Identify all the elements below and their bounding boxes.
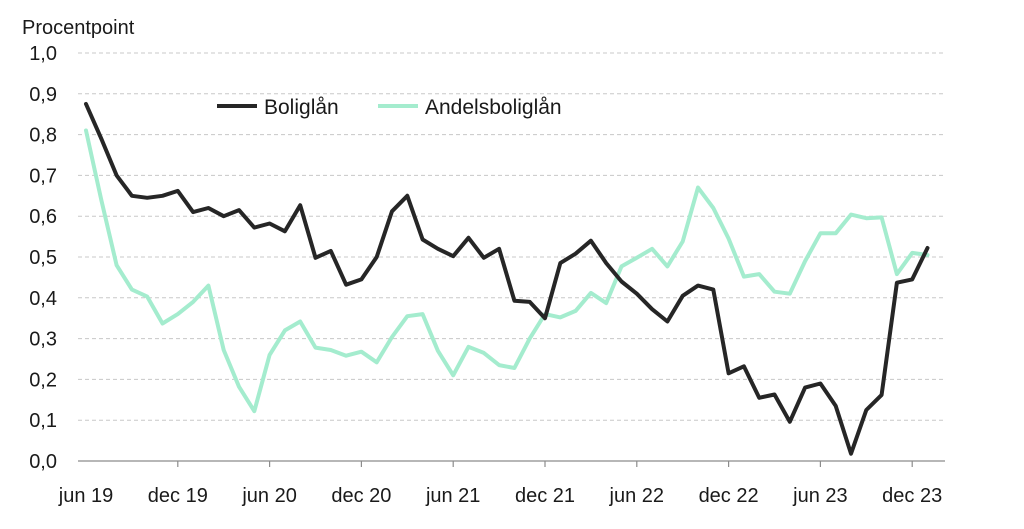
- x-tick-label: jun 19: [58, 485, 114, 507]
- x-tick-label: jun 20: [241, 485, 297, 507]
- y-tick-label: 0,9: [29, 84, 57, 106]
- y-tick-label: 0,0: [29, 451, 57, 473]
- x-tick-label: dec 21: [515, 485, 575, 507]
- y-tick-label: 0,3: [29, 329, 57, 351]
- y-axis-ticks: 0,0 0,1 0,2 0,3 0,4 0,5 0,6 0,7 0,8 0,9 1,0: [29, 43, 57, 473]
- series-line-boligl-n: [84, 102, 930, 456]
- x-tick-label: dec 20: [331, 485, 391, 507]
- y-tick-label: 0,7: [29, 165, 57, 187]
- gridlines: [78, 52, 945, 421]
- y-tick-label: 1,0: [29, 43, 57, 65]
- legend: Boliglån Andelsboliglån: [217, 96, 562, 119]
- series-line-andelsboligl-n: [84, 128, 930, 414]
- x-tick-label: jun 23: [792, 485, 848, 507]
- x-tick-label: dec 19: [148, 485, 208, 507]
- y-tick-label: 0,4: [29, 288, 57, 310]
- y-tick-label: 0,2: [29, 369, 57, 391]
- x-tick-label: dec 23: [882, 485, 942, 507]
- y-axis-label: Procentpoint: [22, 17, 135, 39]
- y-tick-label: 0,1: [29, 410, 57, 432]
- x-tick-label: jun 21: [425, 485, 481, 507]
- y-tick-label: 0,6: [29, 206, 57, 228]
- x-axis: jun 19 dec 19 jun 20 dec 20 jun 21 dec 21 jun …: [58, 460, 945, 507]
- x-tick-label: jun 22: [609, 485, 665, 507]
- y-tick-label: 0,8: [29, 125, 57, 147]
- y-tick-label: 0,5: [29, 247, 57, 269]
- legend-label: Andelsboliglån: [425, 96, 562, 119]
- x-tick-label: dec 22: [699, 485, 759, 507]
- legend-label: Boliglån: [264, 96, 339, 119]
- series-lines: [84, 102, 930, 456]
